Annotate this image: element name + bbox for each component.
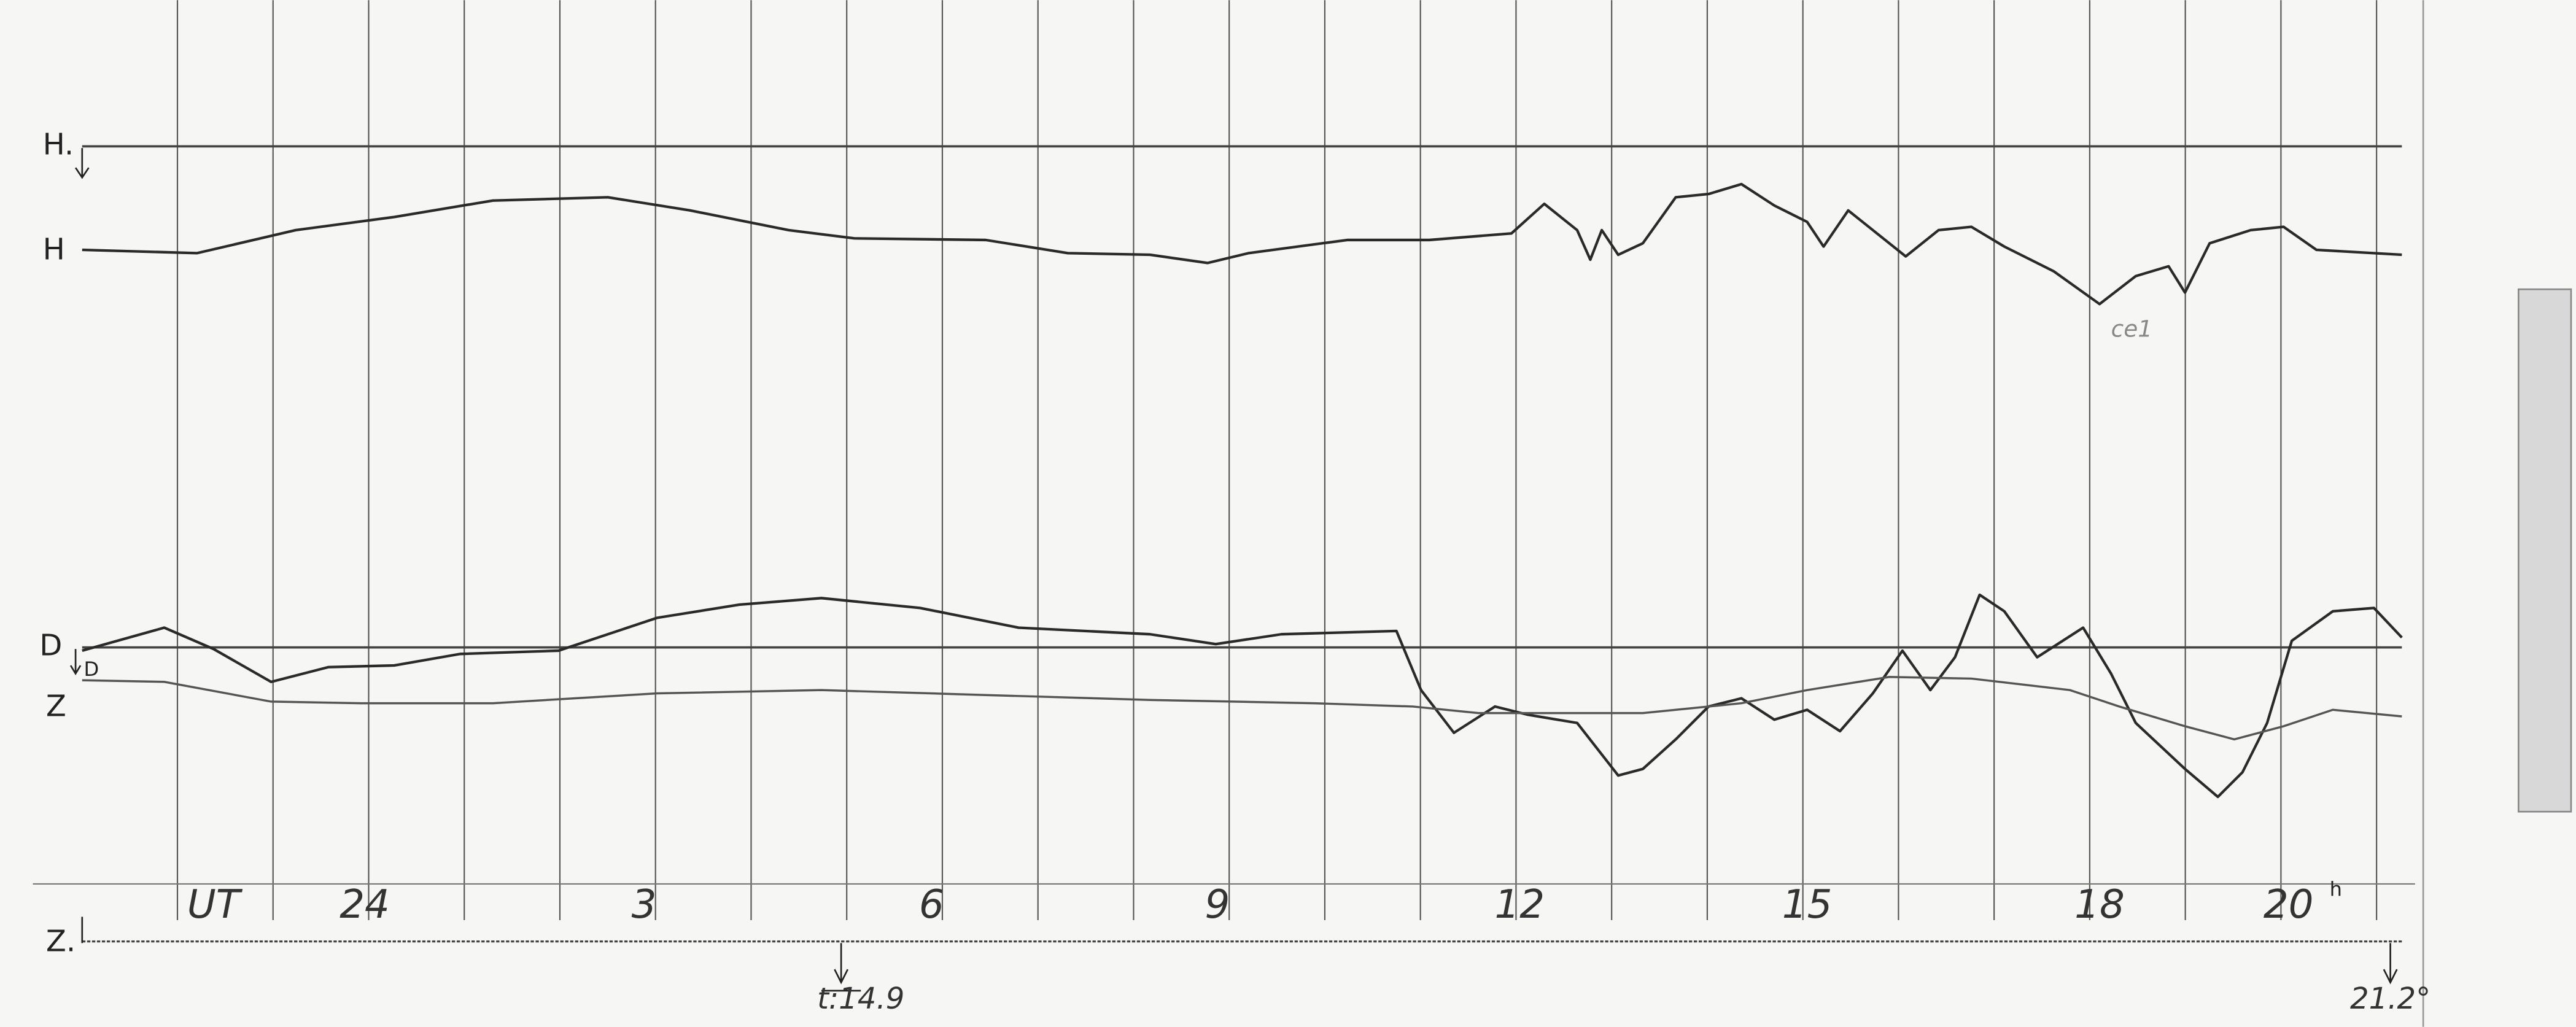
- hour-label: 6: [919, 882, 944, 928]
- d-small-label: D: [83, 657, 99, 681]
- end-marker: [2383, 943, 2398, 985]
- annotation: ce1: [2111, 316, 2152, 343]
- scale-strip: [2518, 288, 2572, 813]
- hour-label: 20: [2264, 882, 2314, 928]
- h-trace: [82, 182, 2402, 306]
- h0-arrow: [74, 148, 90, 179]
- hour-label: 15: [1782, 882, 1833, 928]
- d-arrow: [69, 649, 82, 676]
- d-label: D: [39, 629, 62, 663]
- h-label: H: [43, 233, 65, 267]
- d-trace: [82, 593, 2403, 799]
- hour-label: 9: [1205, 882, 1230, 928]
- hour-grid: [176, 0, 2378, 920]
- start-marker: [821, 943, 861, 992]
- time-unit: UT: [187, 882, 243, 928]
- z-trace: [82, 676, 2402, 741]
- h0-label: H.: [43, 127, 74, 161]
- z-label: Z: [46, 689, 66, 724]
- end-time: 21.2°: [2350, 982, 2431, 1016]
- start-time: t:14.9: [817, 982, 904, 1016]
- hour-label: 18: [2074, 882, 2125, 928]
- hour-label: 3: [632, 882, 657, 928]
- z0-label: Z.: [46, 924, 76, 958]
- hour-label: 24: [339, 882, 390, 928]
- hour-suffix: h: [2330, 878, 2342, 901]
- hour-label: 12: [1494, 882, 1545, 928]
